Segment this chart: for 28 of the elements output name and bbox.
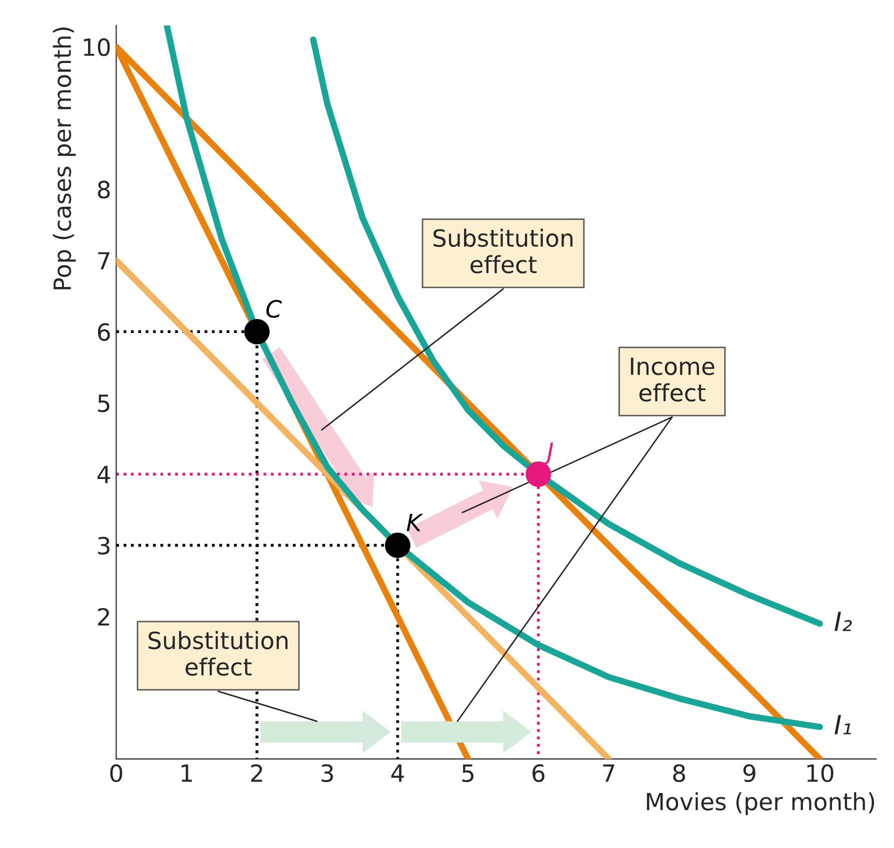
y-tick-label: 10 bbox=[84, 38, 110, 56]
annotation: Substitution effect bbox=[148, 631, 288, 676]
series-label: I₂ bbox=[834, 612, 852, 632]
x-tick-label: 7 bbox=[603, 764, 614, 782]
x-tick-label: 2 bbox=[251, 764, 262, 782]
y-tick-label: 2 bbox=[98, 608, 109, 626]
y-tick-label: 6 bbox=[98, 323, 110, 341]
y-axis-title: Pop (cases per month) bbox=[52, 27, 76, 290]
x-tick-label: 8 bbox=[673, 764, 686, 782]
series-label: I₁ bbox=[834, 714, 851, 734]
x-tick-label: 4 bbox=[391, 764, 404, 782]
x-tick-label: 0 bbox=[110, 764, 122, 782]
y-tick-label: 3 bbox=[98, 536, 110, 555]
x-tick-label: 1 bbox=[182, 764, 192, 782]
annotation: Income effect bbox=[630, 358, 714, 402]
x-tick-label: 9 bbox=[743, 764, 756, 782]
y-tick-label: 5 bbox=[98, 394, 110, 412]
series-label: C bbox=[266, 300, 282, 318]
x-tick-label: 10 bbox=[807, 764, 834, 782]
x-tick-label: 3 bbox=[322, 764, 333, 782]
y-tick-label: 4 bbox=[97, 466, 110, 484]
y-tick-label: 7 bbox=[98, 252, 110, 270]
annotation: Substitution effect bbox=[434, 228, 572, 274]
x-axis-title: Movies (per month) bbox=[646, 792, 874, 816]
y-tick-label: 8 bbox=[98, 180, 110, 199]
series-label: K bbox=[406, 514, 424, 532]
x-tick-label: 6 bbox=[532, 764, 544, 782]
x-tick-label: 5 bbox=[462, 764, 474, 782]
